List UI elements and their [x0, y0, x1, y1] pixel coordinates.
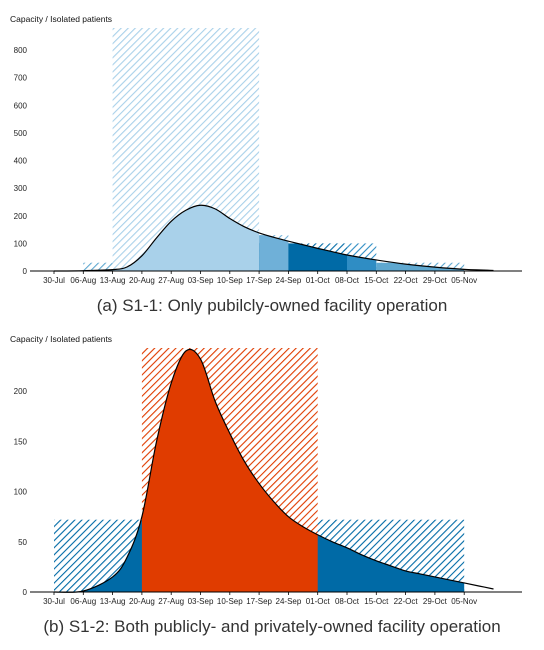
y-tick-label: 150 — [14, 437, 28, 446]
x-tick-label: 20-Aug — [129, 276, 155, 285]
x-tick-label: 30-Jul — [43, 276, 65, 285]
x-tick-label: 20-Aug — [129, 597, 155, 606]
y-tick-label: 50 — [18, 538, 27, 547]
isolated-fill — [112, 205, 260, 271]
x-tick-label: 03-Sep — [188, 276, 214, 285]
isolated-fill — [141, 349, 318, 592]
x-tick-label: 13-Aug — [100, 276, 126, 285]
x-tick-label: 08-Oct — [335, 276, 360, 285]
chart-caption: (b) S1-2: Both publicly- and privately-o… — [43, 617, 500, 636]
x-tick-label: 15-Oct — [364, 276, 389, 285]
chart-caption: (a) S1-1: Only pubilcly-owned facility o… — [97, 296, 448, 315]
x-tick-label: 03-Sep — [188, 597, 214, 606]
x-tick-label: 30-Jul — [43, 597, 65, 606]
x-tick-label: 06-Aug — [70, 276, 96, 285]
isolated-patients-line — [53, 348, 494, 593]
x-tick-label: 08-Oct — [335, 597, 360, 606]
y-tick-label: 700 — [14, 74, 28, 83]
y-tick-label: 500 — [14, 129, 28, 138]
x-tick-label: 10-Sep — [217, 597, 243, 606]
y-axis-label: Capacity / Isolated patients — [10, 14, 112, 24]
x-tick-label: 01-Oct — [306, 276, 331, 285]
x-tick-label: 01-Oct — [306, 597, 331, 606]
x-tick-label: 27-Aug — [158, 276, 184, 285]
y-tick-label: 0 — [23, 267, 28, 276]
x-tick-label: 29-Oct — [423, 276, 448, 285]
x-tick-label: 05-Nov — [451, 276, 477, 285]
isolated-patients-line — [53, 204, 494, 272]
y-axis-label: Capacity / Isolated patients — [10, 334, 112, 344]
capacity-block — [83, 262, 113, 271]
x-tick-label: 24-Sep — [276, 597, 302, 606]
x-tick-label: 10-Sep — [217, 276, 243, 285]
isolated-fill — [259, 235, 289, 271]
x-tick-label: 17-Sep — [246, 276, 272, 285]
y-tick-label: 200 — [14, 387, 28, 396]
x-tick-label: 05-Nov — [451, 597, 477, 606]
y-tick-label: 800 — [14, 46, 28, 55]
y-tick-label: 100 — [14, 239, 28, 248]
chart-s1-2: Capacity / Isolated patients 0 50 100 150 200… — [10, 334, 522, 636]
chart-s1-1: Capacity / Isolated patients 0 100 200 300 40… — [10, 14, 522, 315]
x-tick-label: 15-Oct — [364, 597, 389, 606]
x-tick-label: 27-Aug — [158, 597, 184, 606]
y-tick-label: 400 — [14, 157, 28, 166]
x-tick-label: 22-Oct — [394, 597, 419, 606]
x-tick-label: 29-Oct — [423, 597, 448, 606]
x-tick-label: 24-Sep — [276, 276, 302, 285]
y-tick-label: 100 — [14, 488, 28, 497]
y-tick-label: 200 — [14, 212, 28, 221]
y-tick-label: 0 — [23, 588, 28, 597]
y-tick-label: 600 — [14, 101, 28, 110]
x-tick-label: 22-Oct — [394, 276, 419, 285]
x-tick-label: 13-Aug — [100, 597, 126, 606]
x-tick-label: 17-Sep — [246, 597, 272, 606]
x-tick-label: 06-Aug — [70, 597, 96, 606]
y-tick-label: 300 — [14, 184, 28, 193]
isolated-fill — [376, 262, 465, 271]
